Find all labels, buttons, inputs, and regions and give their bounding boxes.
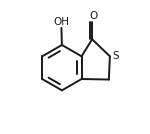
Text: O: O bbox=[89, 11, 97, 21]
Text: S: S bbox=[112, 51, 119, 61]
Text: OH: OH bbox=[53, 17, 69, 27]
